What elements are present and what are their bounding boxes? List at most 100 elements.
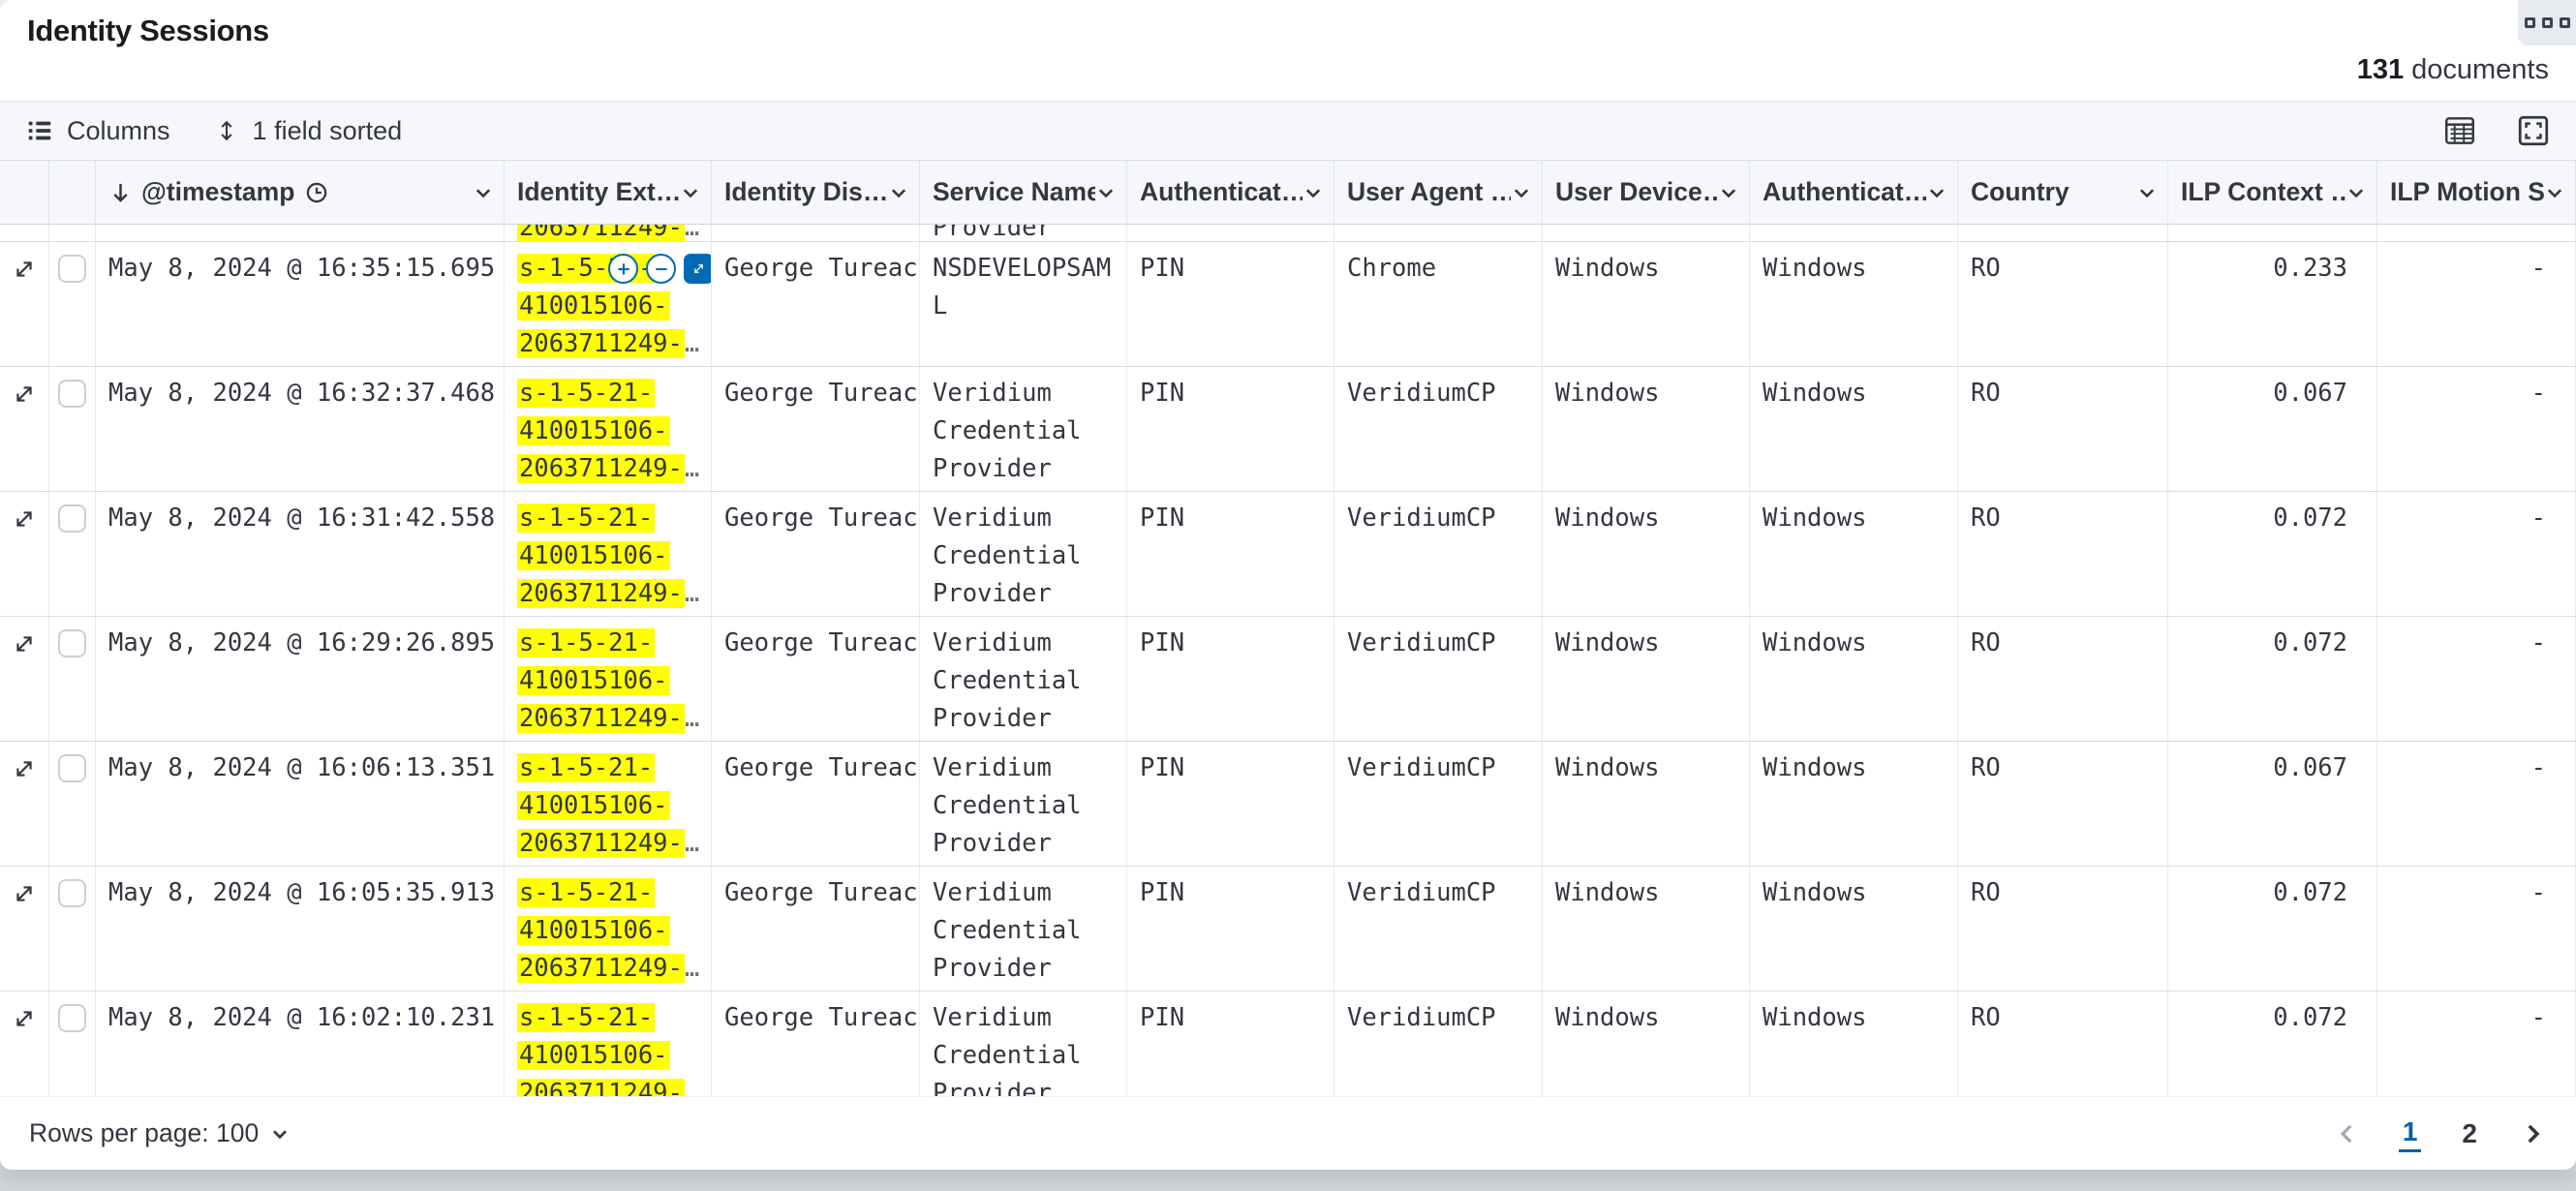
column-actions-button[interactable] [2544, 182, 2565, 203]
cell-user-agent[interactable]: Chrome [1334, 242, 1543, 366]
cell-country[interactable]: RO [1958, 617, 2168, 741]
cell-service-name[interactable]: Veridium Credential Provider [920, 617, 1127, 741]
cell-authentication-2[interactable]: Windows [1750, 242, 1958, 366]
cell-user-device[interactable] [1543, 225, 1750, 241]
column-header-authentication[interactable]: Authenticat… [1127, 161, 1334, 224]
cell-authentication[interactable]: PIN [1127, 367, 1334, 491]
fullscreen-button[interactable] [2516, 113, 2551, 148]
filter-out-value-button[interactable] [646, 254, 676, 284]
cell-ilp-context[interactable]: 0.233 [2168, 242, 2377, 366]
cell-user-device[interactable]: Windows [1543, 867, 1750, 991]
cell-country[interactable]: RO [1958, 867, 2168, 991]
cell-ilp-motion[interactable]: - [2377, 617, 2576, 741]
cell-identity-display[interactable]: George Tureac [712, 992, 920, 1096]
cell-user-agent[interactable]: VeridiumCP [1334, 867, 1543, 991]
cell-identity-ext[interactable]: s-1-5-21- 410015106- 2063711249-… [505, 992, 712, 1096]
cell-ilp-context[interactable]: 0.072 [2168, 992, 2377, 1096]
cell-identity-display[interactable]: George Tureac [712, 492, 920, 616]
cell-ilp-motion[interactable]: - [2377, 992, 2576, 1096]
sort-fields-button[interactable]: 1 field sorted [213, 116, 402, 146]
cell-user-device[interactable]: Windows [1543, 617, 1750, 741]
select-document-checkbox[interactable] [58, 629, 86, 657]
cell-ilp-motion[interactable]: - [2377, 492, 2576, 616]
column-header-service-name[interactable]: Service Name [920, 161, 1127, 224]
select-document-checkbox[interactable] [58, 255, 86, 283]
cell-country[interactable]: RO [1958, 992, 2168, 1096]
column-header-country[interactable]: Country [1958, 161, 2168, 224]
select-document-checkbox[interactable] [58, 754, 86, 782]
column-header-user-device[interactable]: User Device… [1543, 161, 1750, 224]
cell-timestamp[interactable] [96, 225, 505, 241]
columns-button[interactable]: Columns [25, 116, 170, 146]
cell-ilp-context[interactable]: 0.072 [2168, 617, 2377, 741]
cell-user-agent[interactable]: VeridiumCP [1334, 992, 1543, 1096]
expand-document-button[interactable] [8, 752, 41, 785]
cell-country[interactable]: RO [1958, 367, 2168, 491]
cell-identity-ext[interactable]: s-1-5-21- 410015106- 2063711249-… [505, 367, 712, 491]
cell-authentication[interactable]: PIN [1127, 492, 1334, 616]
column-header-user-agent[interactable]: User Agent … [1334, 161, 1543, 224]
cell-authentication[interactable]: PIN [1127, 242, 1334, 366]
column-header-identity-dis[interactable]: Identity Dis… [712, 161, 920, 224]
column-header-ilp-context[interactable]: ILP Context … [2168, 161, 2377, 224]
cell-service-name[interactable]: Veridium Credential Provider [920, 367, 1127, 491]
cell-ilp-motion[interactable]: - [2377, 742, 2576, 866]
cell-ilp-motion[interactable]: - [2377, 367, 2576, 491]
cell-country[interactable]: RO [1958, 742, 2168, 866]
cell-country[interactable]: RO [1958, 242, 2168, 366]
rows-per-page-button[interactable]: Rows per page: 100 [29, 1118, 291, 1148]
cell-service-name[interactable]: Veridium Credential Provider [920, 742, 1127, 866]
cell-user-device[interactable]: Windows [1543, 992, 1750, 1096]
cell-identity-ext[interactable]: 2063711249-… [505, 225, 712, 241]
cell-ilp-motion[interactable] [2377, 225, 2576, 241]
expand-document-button[interactable] [8, 1002, 41, 1035]
column-actions-button[interactable] [2136, 182, 2158, 203]
cell-identity-display[interactable] [712, 225, 920, 241]
cell-service-name[interactable]: Provider [920, 225, 1127, 241]
column-actions-button[interactable] [1095, 182, 1117, 203]
cell-timestamp[interactable]: May 8, 2024 @ 16:02:10.231 [96, 992, 505, 1096]
cell-user-device[interactable]: Windows [1543, 367, 1750, 491]
cell-authentication-2[interactable]: Windows [1750, 492, 1958, 616]
cell-user-agent[interactable]: VeridiumCP [1334, 492, 1543, 616]
cell-identity-ext[interactable]: s-1-5-21- 410015106- 2063711249-… [505, 492, 712, 616]
cell-identity-display[interactable]: George Tureac [712, 617, 920, 741]
cell-authentication-2[interactable]: Windows [1750, 867, 1958, 991]
select-document-checkbox[interactable] [58, 380, 86, 408]
cell-ilp-context[interactable] [2168, 225, 2377, 241]
expand-document-button[interactable] [8, 627, 41, 660]
cell-ilp-context[interactable]: 0.072 [2168, 867, 2377, 991]
cell-authentication[interactable]: PIN [1127, 617, 1334, 741]
column-actions-button[interactable] [680, 182, 701, 203]
cell-service-name[interactable]: Veridium Credential Provider [920, 992, 1127, 1096]
previous-page-button[interactable] [2333, 1119, 2362, 1148]
select-document-checkbox[interactable] [58, 1004, 86, 1032]
cell-identity-ext[interactable]: s-1-5-21- 410015106- 2063711249-… [505, 742, 712, 866]
next-page-button[interactable] [2518, 1119, 2547, 1148]
cell-identity-ext[interactable]: s-1-5-21- 410015106- 2063711249-… [505, 617, 712, 741]
cell-authentication[interactable]: PIN [1127, 992, 1334, 1096]
cell-user-agent[interactable]: VeridiumCP [1334, 742, 1543, 866]
cell-timestamp[interactable]: May 8, 2024 @ 16:35:15.695 [96, 242, 505, 366]
cell-user-device[interactable]: Windows [1543, 492, 1750, 616]
cell-identity-display[interactable]: George Tureac [712, 242, 920, 366]
cell-authentication-2[interactable]: Windows [1750, 992, 1958, 1096]
cell-identity-display[interactable]: George Tureac [712, 367, 920, 491]
column-header-timestamp[interactable]: @timestamp [96, 161, 505, 224]
cell-authentication[interactable] [1127, 225, 1334, 241]
column-header-authentication-2[interactable]: Authenticat… [1750, 161, 1958, 224]
expand-document-button[interactable] [8, 503, 41, 535]
cell-timestamp[interactable]: May 8, 2024 @ 16:05:35.913 [96, 867, 505, 991]
display-density-button[interactable] [2442, 113, 2477, 148]
cell-timestamp[interactable]: May 8, 2024 @ 16:31:42.558 [96, 492, 505, 616]
cell-identity-ext[interactable]: s-1-5-21- 410015106- 2063711249-… [505, 242, 712, 366]
cell-authentication-2[interactable] [1750, 225, 1958, 241]
cell-timestamp[interactable]: May 8, 2024 @ 16:06:13.351 [96, 742, 505, 866]
filter-for-value-button[interactable] [608, 254, 638, 284]
cell-authentication[interactable]: PIN [1127, 742, 1334, 866]
cell-service-name[interactable]: Veridium Credential Provider [920, 867, 1127, 991]
cell-authentication[interactable]: PIN [1127, 867, 1334, 991]
select-document-checkbox[interactable] [58, 504, 86, 533]
select-document-checkbox[interactable] [58, 879, 86, 907]
cell-user-agent[interactable] [1334, 225, 1543, 241]
